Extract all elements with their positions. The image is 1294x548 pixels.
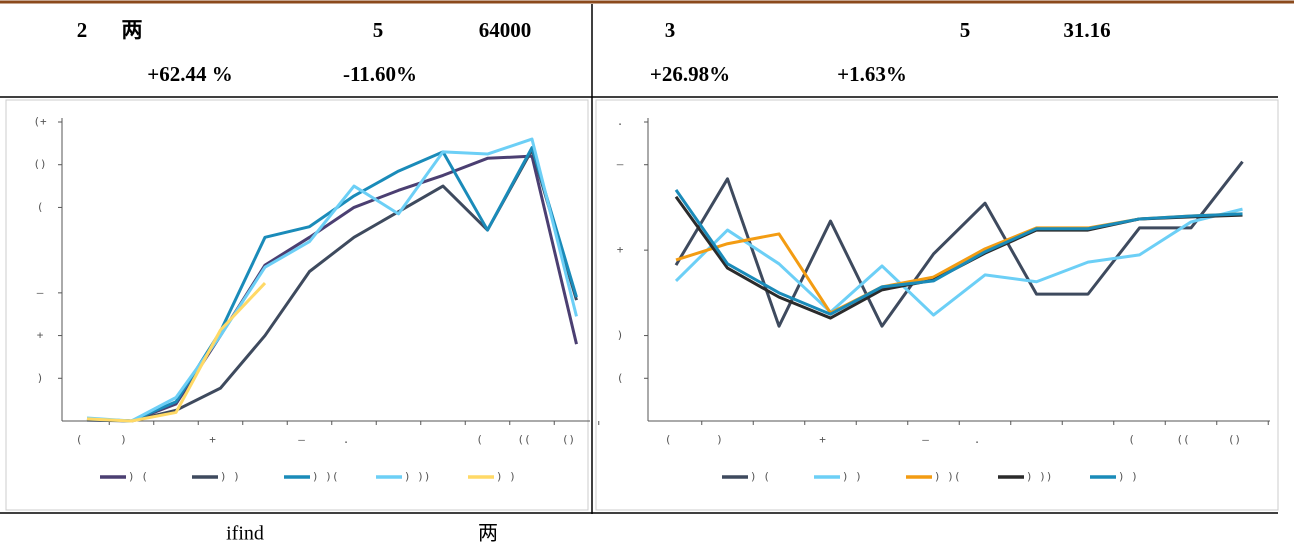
series-line (674, 160, 1244, 328)
y-tick-label: + (37, 329, 44, 342)
x-tick-label: () (1228, 433, 1241, 446)
summary-text: 5 (960, 18, 971, 42)
y-tick-label: () (33, 158, 46, 171)
chart-frame (5, 99, 589, 511)
y-tick-label: ( (37, 200, 44, 213)
footer-text: 两 (478, 523, 498, 545)
summary-text: 31.16 (1063, 18, 1110, 42)
x-tick-label: ( (665, 433, 672, 446)
legend-label: ) )) (404, 470, 431, 483)
summary-text: 3 (665, 18, 676, 42)
y-tick-label: ) (37, 371, 44, 384)
series-line (86, 154, 578, 423)
chart-frame (595, 99, 1279, 511)
summary-text: 两 (122, 18, 143, 42)
x-tick-label: ) (120, 433, 127, 446)
legend-label: ) ) (842, 470, 862, 483)
legend-label: ) )( (312, 470, 339, 483)
summary-text: 2 (77, 18, 88, 42)
legend-label: ) ) (1118, 470, 1138, 483)
y-tick-label: ( (617, 371, 624, 384)
y-tick-label: – (37, 286, 44, 299)
y-tick-label: ) (617, 329, 624, 342)
x-tick-label: ( (1128, 433, 1135, 446)
summary-text: +62.44 % (147, 62, 232, 86)
legend-label: ) ) (496, 470, 516, 483)
series-line (86, 146, 578, 423)
summary-text: +1.63% (837, 62, 907, 86)
series-line (86, 282, 267, 423)
y-tick-label: + (617, 243, 624, 256)
series-line (86, 137, 578, 423)
series-line (674, 207, 1243, 317)
x-tick-label: ( (76, 433, 83, 446)
summary-text: 5 (373, 18, 384, 42)
series-line (86, 148, 578, 423)
x-tick-label: (( (1176, 433, 1189, 446)
summary-text: +26.98% (650, 62, 730, 86)
x-tick-label: – (298, 433, 305, 446)
y-tick-label: – (617, 158, 624, 171)
x-tick-label: () (562, 433, 575, 446)
legend-label: ) ( (750, 470, 770, 483)
series-line (674, 189, 1243, 316)
legend-label: ) ) (220, 470, 240, 483)
x-tick-label: . (343, 433, 350, 446)
x-tick-label: + (819, 433, 826, 446)
x-tick-label: . (974, 433, 981, 446)
y-tick-label: (+ (33, 115, 47, 128)
footer-text: ifind (226, 523, 264, 545)
x-tick-label: + (209, 433, 216, 446)
y-tick-label: . (617, 115, 624, 128)
legend-label: ) )) (1026, 470, 1053, 483)
series-line (674, 195, 1243, 320)
x-tick-label: ) (716, 433, 723, 446)
legend-label: ) ( (128, 470, 148, 483)
x-tick-label: (( (517, 433, 530, 446)
x-tick-label: – (922, 433, 929, 446)
summary-text: -11.60% (343, 62, 417, 86)
summary-text: 64000 (479, 18, 532, 42)
legend-label: ) )( (934, 470, 961, 483)
x-tick-label: ( (476, 433, 483, 446)
